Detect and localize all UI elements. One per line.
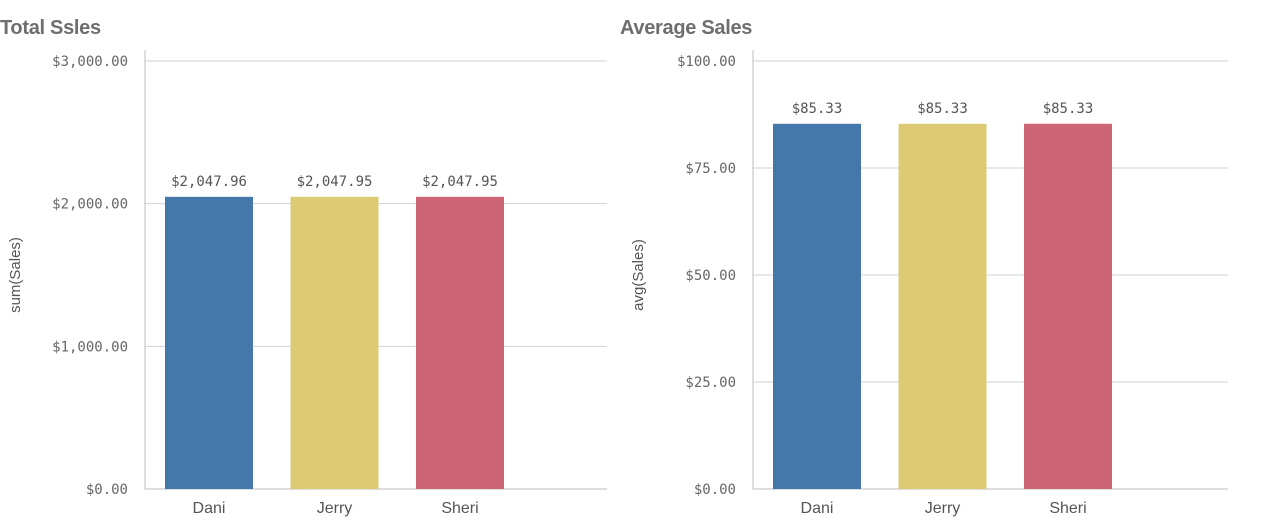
y-tick-label: $2,000.00 — [52, 197, 128, 213]
data-label: $2,047.95 — [297, 174, 373, 190]
average-sales-bar-chart: $0.00 $25.00 $50.00 $75.00 $100.00 $85.33 Dani… — [630, 50, 1228, 517]
x-category-label: Sheri — [441, 500, 478, 517]
average-sales-chart-panel: Average Sales $0.00 $25.00 $50.00 $75.00 $10… — [620, 0, 1269, 532]
data-label: $85.33 — [1043, 101, 1094, 117]
y-tick-label: $25.00 — [685, 375, 736, 391]
y-tick-label: $75.00 — [685, 161, 736, 177]
bar-dani — [773, 123, 861, 489]
y-tick-label: $0.00 — [86, 482, 128, 498]
bar-sheri — [1024, 123, 1112, 489]
y-tick-label: $1,000.00 — [52, 339, 128, 355]
data-label: $2,047.96 — [171, 174, 247, 190]
x-category-label: Dani — [801, 500, 834, 517]
x-category-label: Dani — [193, 500, 226, 517]
bar-jerry — [290, 196, 379, 489]
bar-jerry — [898, 123, 987, 489]
data-label: $85.33 — [917, 101, 968, 117]
y-tick-label: $100.00 — [677, 54, 736, 70]
bar-sheri — [416, 196, 504, 489]
total-sales-bar-chart: $0.00 $1,000.00 $2,000.00 $3,000.00 $2,047.9… — [7, 50, 607, 517]
total-sales-chart-panel: Total Ssles $0.00 $1,000.00 $2,000.00 $3,00… — [0, 0, 620, 532]
y-tick-label: $50.00 — [685, 268, 736, 284]
y-tick-label: $3,000.00 — [52, 54, 128, 70]
y-tick-label: $0.00 — [694, 482, 736, 498]
x-category-label: Jerry — [317, 500, 353, 517]
chart-title: Total Ssles — [0, 17, 101, 39]
data-label: $85.33 — [792, 101, 843, 117]
y-axis-title: sum(Sales) — [7, 237, 24, 313]
data-label: $2,047.95 — [422, 174, 498, 190]
chart-title: Average Sales — [620, 17, 753, 39]
x-category-label: Jerry — [925, 500, 961, 517]
x-category-label: Sheri — [1049, 500, 1086, 517]
y-axis-title: avg(Sales) — [630, 239, 647, 311]
bar-dani — [165, 196, 253, 489]
